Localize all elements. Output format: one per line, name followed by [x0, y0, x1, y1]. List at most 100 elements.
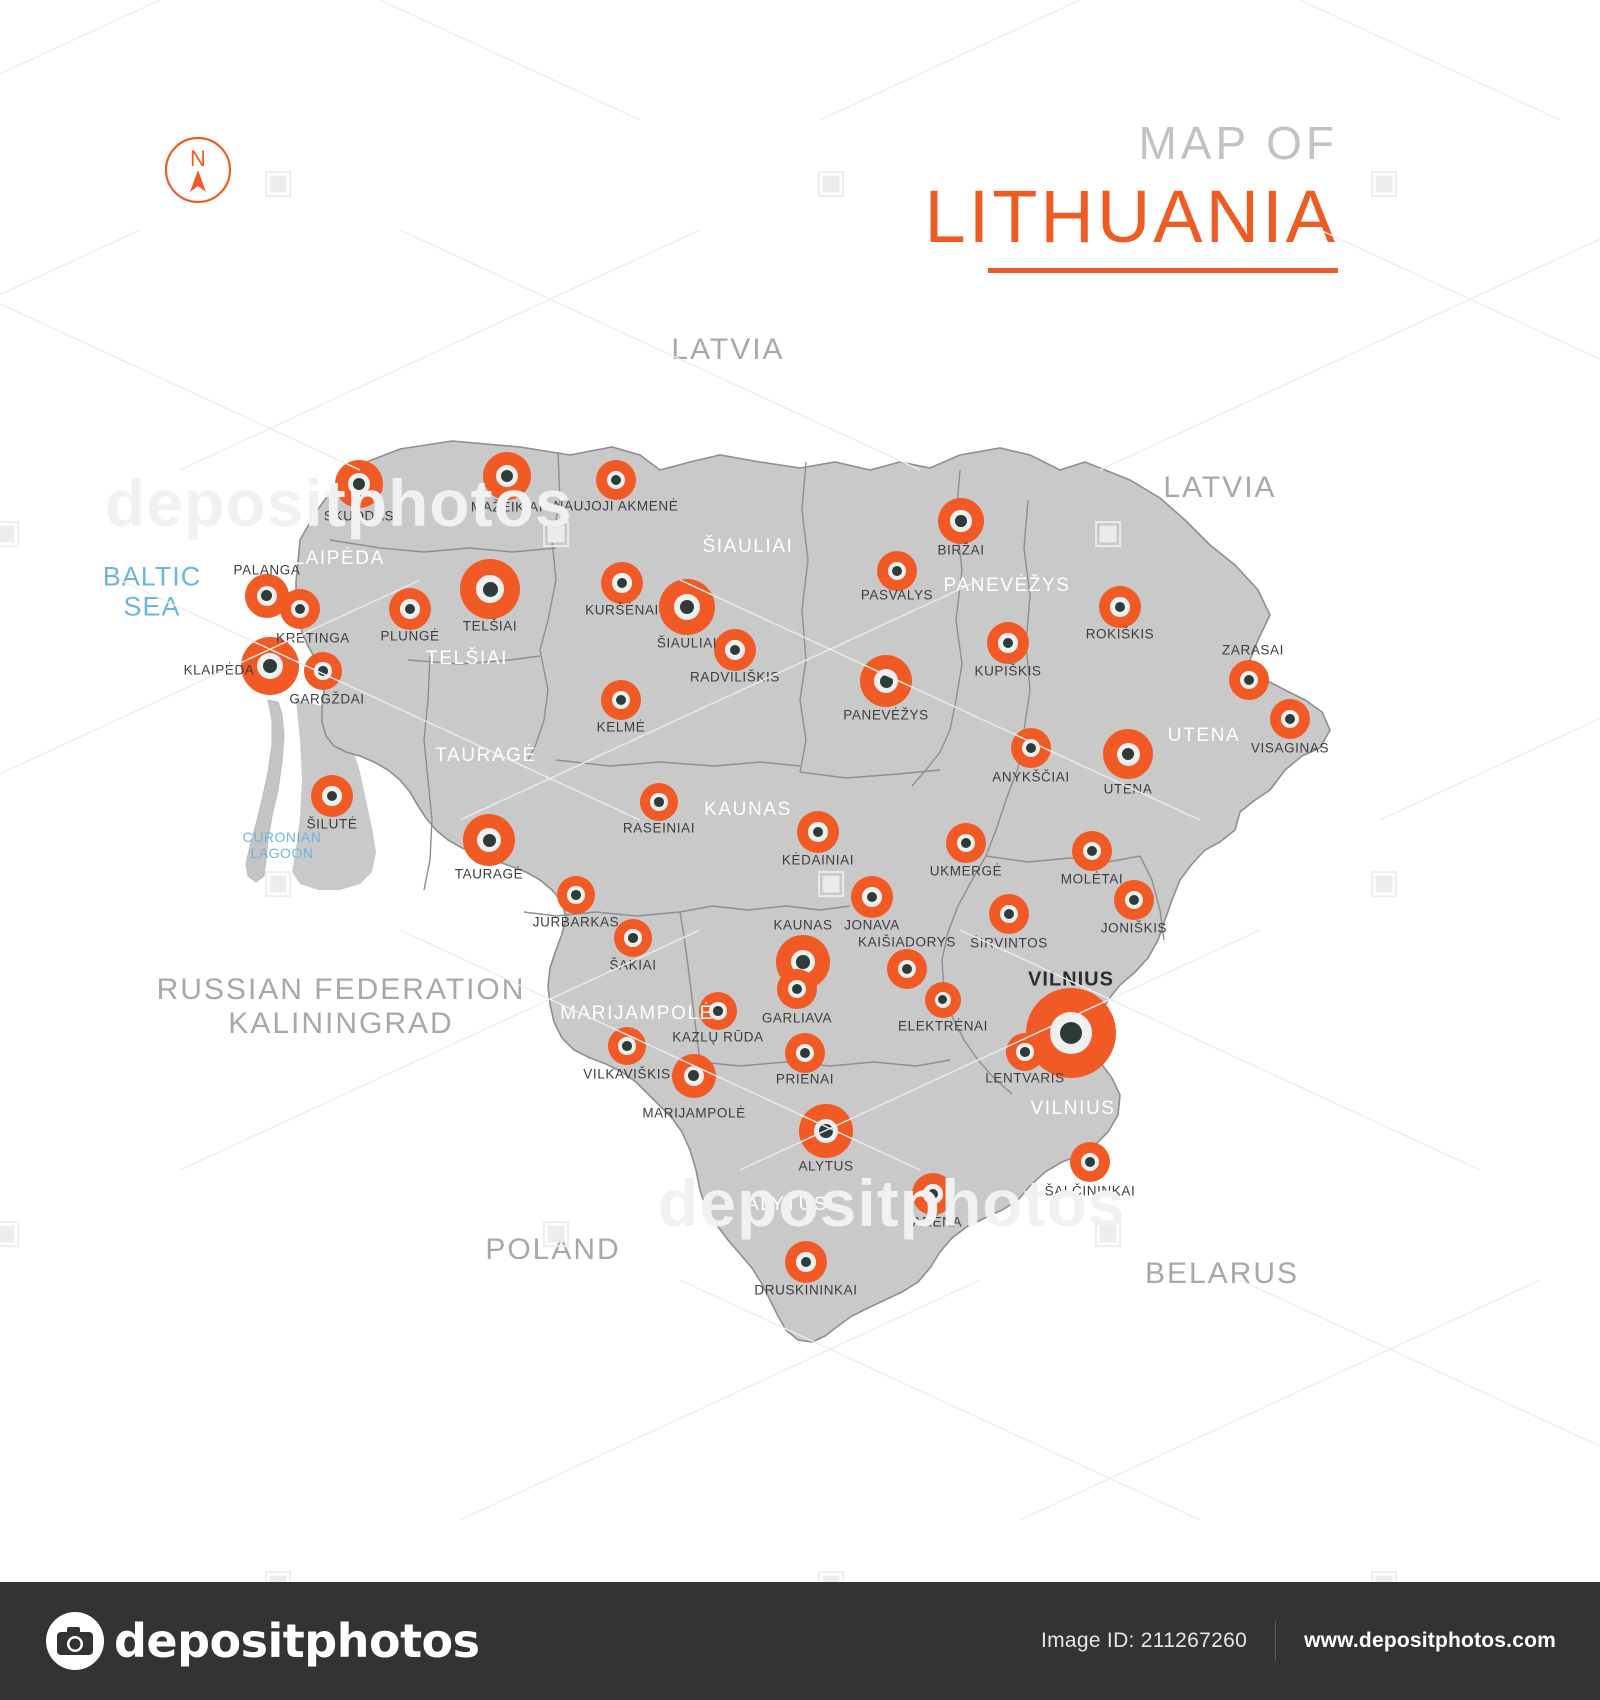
city-utena-marker[interactable] — [1103, 729, 1153, 779]
region-label-taurage: TAURAGĖ — [435, 745, 537, 766]
marker-core — [261, 590, 273, 602]
region-label-vilnius: VILNIUS — [1030, 1098, 1116, 1119]
map-title-block: MAP OF LITHUANIA — [924, 120, 1338, 273]
city-sirvintos-marker[interactable] — [989, 894, 1029, 934]
city-mazeikiai-marker[interactable] — [483, 452, 531, 500]
city-lentvaris-marker[interactable] — [1006, 1033, 1044, 1071]
marker-ring — [618, 1037, 636, 1055]
city-anyksciai-marker[interactable] — [1011, 728, 1051, 768]
marker-core — [615, 694, 626, 705]
city-garliava-marker[interactable] — [777, 969, 817, 1009]
city-telsiai-marker[interactable] — [460, 559, 520, 619]
city-elektrenai-label: ELEKTRĖNAI — [897, 1018, 989, 1034]
marker-core — [262, 658, 278, 674]
city-raseiniai-marker[interactable] — [640, 783, 678, 821]
city-sakiai-label: ŠAKIAI — [609, 957, 657, 973]
country-label-latvia-east: LATVIA — [1163, 471, 1277, 504]
country-label-latvia-north: LATVIA — [671, 333, 785, 366]
marker-core — [960, 837, 971, 848]
marker-core — [482, 581, 498, 597]
city-joniskis-marker[interactable] — [1114, 880, 1154, 920]
marker-ring — [314, 662, 332, 680]
baltic-sea-label: BALTIC SEA — [102, 561, 202, 621]
compass-rose: N — [164, 136, 232, 204]
city-naujoji-akmene-marker[interactable] — [596, 460, 636, 500]
city-plunge-marker[interactable] — [389, 588, 431, 630]
region-label-klaipeda: KLAIPĖDA — [279, 548, 385, 569]
city-visaginas-label: VISAGINAS — [1250, 740, 1330, 756]
city-gargzdai-marker[interactable] — [304, 652, 342, 690]
city-silute-marker[interactable] — [311, 775, 353, 817]
marker-ring — [1082, 841, 1102, 861]
city-salcininkai-label: ŠALČININKAI — [1044, 1183, 1136, 1199]
city-birzai-label: BIRŽAI — [937, 542, 985, 558]
title-country: LITHUANIA — [924, 175, 1338, 258]
marker-ring — [683, 1065, 705, 1087]
website-url[interactable]: www.depositphotos.com — [1304, 1629, 1556, 1652]
city-telsiai-label: TELŠIAI — [462, 618, 518, 634]
city-panevezys-marker[interactable] — [860, 655, 912, 707]
marker-ring — [1110, 597, 1130, 617]
city-alytus-marker[interactable] — [799, 1104, 853, 1158]
city-panevezys-label: PANEVĖŽYS — [843, 707, 929, 723]
marker-core — [404, 603, 416, 615]
city-kupiskis-label: KUPIŠKIS — [974, 663, 1042, 679]
city-kursenai-marker[interactable] — [601, 562, 643, 604]
marker-core — [294, 603, 305, 614]
city-radviliskis-marker[interactable] — [714, 629, 756, 671]
title-prefix: MAP OF — [1138, 117, 1338, 169]
city-varena-marker[interactable] — [912, 1173, 954, 1215]
compass-needle — [190, 170, 206, 192]
marker-ring — [256, 585, 278, 607]
curonian-lagoon-label: CURONIAN LAGOON — [242, 828, 322, 861]
country-label-belarus: BELARUS — [1144, 1257, 1300, 1290]
city-utena-label: UTENA — [1103, 781, 1153, 797]
region-label-siauliai: ŠIAULIAI — [702, 536, 794, 557]
city-kupiskis-marker[interactable] — [987, 622, 1029, 664]
city-siauliai-marker[interactable] — [659, 579, 715, 635]
city-elektrenai-marker[interactable] — [925, 982, 961, 1018]
region-label-panevezys: PANEVĖŽYS — [943, 575, 1071, 596]
city-sakiai-marker[interactable] — [614, 919, 652, 957]
marker-ring — [1050, 1012, 1092, 1054]
city-marijampole-marker[interactable] — [672, 1054, 716, 1098]
marker-core — [1114, 601, 1126, 613]
city-jonava-marker[interactable] — [851, 876, 893, 918]
city-salcininkai-marker[interactable] — [1070, 1142, 1110, 1182]
city-prienai-marker[interactable] — [785, 1033, 825, 1073]
city-pasvalys-marker[interactable] — [877, 551, 917, 591]
depositphotos-logo[interactable]: depositphotos — [46, 1612, 480, 1670]
marker-ring — [787, 979, 807, 999]
city-kaisiadorys-label: KAIŠIADORYS — [858, 934, 956, 950]
city-skuodas-marker[interactable] — [335, 460, 383, 508]
marker-core — [901, 963, 912, 974]
country-label-russian-federation: RUSSIAN FEDERATION — [156, 973, 526, 1006]
city-kedainiai-marker[interactable] — [797, 811, 839, 853]
region-label-telsiai: TELŠIAI — [426, 648, 508, 669]
marker-ring — [1021, 738, 1041, 758]
city-visaginas-marker[interactable] — [1270, 699, 1310, 739]
national-border — [295, 440, 1331, 1343]
marker-core — [654, 797, 664, 807]
city-moletai-marker[interactable] — [1072, 831, 1112, 871]
city-kelme-marker[interactable] — [601, 680, 641, 720]
city-jurbarkas-marker[interactable] — [557, 876, 595, 914]
city-vilnius-marker[interactable] — [1026, 988, 1116, 1078]
city-kaisiadorys-marker[interactable] — [887, 949, 927, 989]
city-vilkaviskis-marker[interactable] — [608, 1027, 646, 1065]
city-birzai-marker[interactable] — [938, 498, 984, 544]
city-ukmerge-marker[interactable] — [946, 823, 986, 863]
city-kretinga-marker[interactable] — [280, 589, 320, 629]
city-rokiskis-marker[interactable] — [1099, 586, 1141, 628]
city-zarasai-marker[interactable] — [1229, 660, 1269, 700]
city-druskininkai-marker[interactable] — [785, 1241, 827, 1283]
footer-divider — [1275, 1621, 1277, 1661]
marker-ring — [256, 652, 284, 680]
city-kursenai-label: KURŠĖNAI — [585, 602, 659, 618]
country-label-kaliningrad: KALININGRAD — [228, 1007, 454, 1040]
marker-core — [1020, 1047, 1030, 1057]
city-plunge-label: PLUNGĖ — [380, 628, 440, 644]
marker-core — [482, 833, 496, 847]
footer-bar: depositphotos Image ID: 211267260 www.de… — [0, 1582, 1600, 1700]
city-taurage-marker[interactable] — [463, 814, 515, 866]
